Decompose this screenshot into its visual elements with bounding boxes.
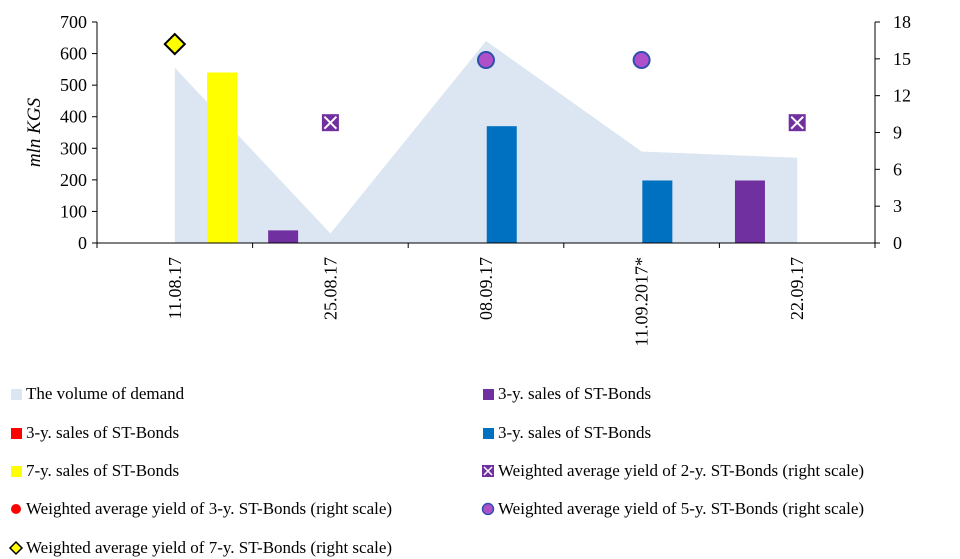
legend-marker-6 (482, 465, 494, 477)
marker-1-4-x (790, 115, 804, 130)
x-tick-label-1: 25.08.17 (320, 257, 340, 320)
y-tick-label-600: 600 (60, 44, 87, 64)
legend-marker-3 (11, 428, 22, 439)
marker-4-0 (163, 32, 187, 56)
legend-item-7: Weighted average yield of 3-y. ST-Bonds … (8, 499, 392, 519)
y-tick-label-400: 400 (60, 107, 87, 127)
legend-label-4: 3-y. sales of ST-Bonds (498, 423, 652, 442)
chart: 0 100 200 300 400 500 600 700 0 3 6 9 12 15 18 11.08.17… (24, 12, 911, 346)
y-tick-label-0: 0 (78, 233, 87, 253)
y2-tick-label-9: 9 (893, 123, 902, 143)
bar-3-3 (642, 180, 673, 243)
x-tick-label-2: 08.09.17 (476, 257, 496, 320)
bar-1-1 (268, 230, 299, 243)
x-tick-label-4: 22.09.17 (787, 257, 807, 320)
legend-marker-7 (11, 504, 21, 514)
demand-area (174, 40, 798, 243)
legend-item-1: The volume of demand (8, 384, 184, 404)
marker-3-3 (632, 51, 651, 70)
legend-label-7: Weighted average yield of 3-y. ST-Bonds … (26, 499, 393, 518)
y-tick-label-200: 200 (60, 170, 87, 190)
legend-label-6: Weighted average yield of 2-y. ST-Bonds … (498, 461, 865, 480)
legend-marker-5 (11, 466, 22, 477)
legend-label-1: The volume of demand (26, 384, 185, 403)
bar-1-4 (734, 180, 765, 243)
y2-tick-label-6: 6 (893, 159, 902, 179)
y2-tick-label-12: 12 (893, 86, 911, 106)
legend-item-8: Weighted average yield of 5-y. ST-Bonds … (480, 499, 864, 519)
legend-item-2: 3-y. sales of ST-Bonds (480, 384, 651, 404)
y-axis-label: mln KGS (24, 97, 45, 167)
y-tick-label-500: 500 (60, 75, 87, 95)
legend-item-4: 3-y. sales of ST-Bonds (480, 423, 651, 443)
legend-marker-2 (483, 389, 494, 400)
bar-4-0 (207, 72, 238, 243)
legend-marker-8 (481, 502, 495, 516)
legend-label-3: 3-y. sales of ST-Bonds (26, 423, 180, 442)
legend-item-6: Weighted average yield of 2-y. ST-Bonds … (480, 461, 864, 481)
y-tick-label-300: 300 (60, 138, 87, 158)
legend-label-2: 3-y. sales of ST-Bonds (498, 384, 652, 403)
x-tick-label-0: 11.08.17 (165, 257, 185, 319)
x-tick-label-3: 11.09.2017* (632, 257, 652, 346)
legend-item-3: 3-y. sales of ST-Bonds (8, 423, 179, 443)
marker-1-1-x (323, 115, 338, 130)
marker-3-2 (477, 51, 495, 70)
y2-tick-label-0: 0 (893, 233, 902, 253)
legend-marker-4 (483, 428, 494, 439)
legend-label-5: 7-y. sales of ST-Bonds (26, 461, 180, 480)
legend: The volume of demand 3-y. sales of ST-Bon… (0, 372, 960, 559)
y-tick-label-700: 700 (60, 12, 87, 32)
y2-tick-label-15: 15 (893, 49, 911, 69)
legend-marker-9 (8, 540, 24, 556)
bar-3-2 (486, 126, 517, 243)
legend-label-8: Weighted average yield of 5-y. ST-Bonds … (498, 499, 865, 518)
legend-item-5: 7-y. sales of ST-Bonds (8, 461, 179, 481)
y-tick-label-100: 100 (60, 201, 87, 221)
y2-tick-label-3: 3 (893, 196, 902, 216)
legend-marker-1 (11, 389, 22, 400)
legend-item-9: Weighted average yield of 7-y. ST-Bonds … (8, 538, 392, 558)
legend-label-9: Weighted average yield of 7-y. ST-Bonds … (26, 538, 393, 557)
y2-tick-label-18: 18 (893, 12, 911, 32)
